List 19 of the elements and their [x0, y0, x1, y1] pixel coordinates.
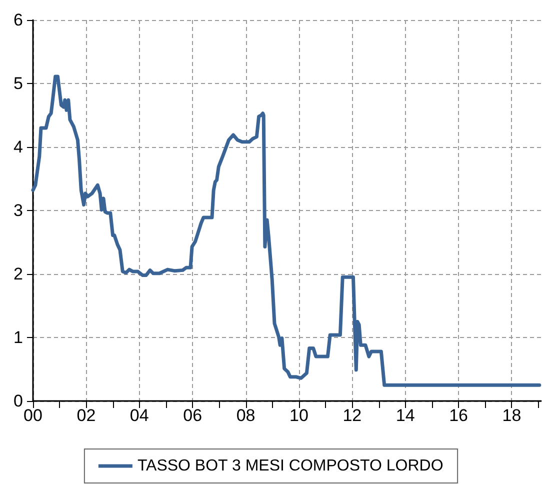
- y-tick-label: 0: [14, 392, 23, 410]
- x-tick-label: 02: [76, 406, 96, 425]
- legend-label: TASSO BOT 3 MESI COMPOSTO LORDO: [137, 458, 444, 474]
- y-tick-label: 6: [14, 10, 23, 30]
- y-tick-label: 1: [14, 328, 23, 347]
- x-tick-label: 08: [236, 406, 256, 425]
- x-tick-label: 16: [449, 406, 468, 425]
- x-tick-label: 14: [396, 406, 415, 425]
- y-tick-label: 2: [14, 264, 23, 284]
- x-tick-label: 10: [290, 406, 308, 425]
- x-tick-label: 04: [130, 406, 149, 425]
- x-tick-label: 12: [342, 406, 362, 425]
- y-tick-label: 5: [14, 74, 23, 93]
- x-tick-label: 18: [502, 406, 522, 425]
- line-series: [31, 74, 542, 387]
- y-tick-label: 3: [14, 201, 23, 220]
- x-tick-label: 00: [24, 406, 42, 425]
- x-tick-label: 06: [183, 406, 202, 425]
- y-tick-label: 4: [14, 138, 23, 156]
